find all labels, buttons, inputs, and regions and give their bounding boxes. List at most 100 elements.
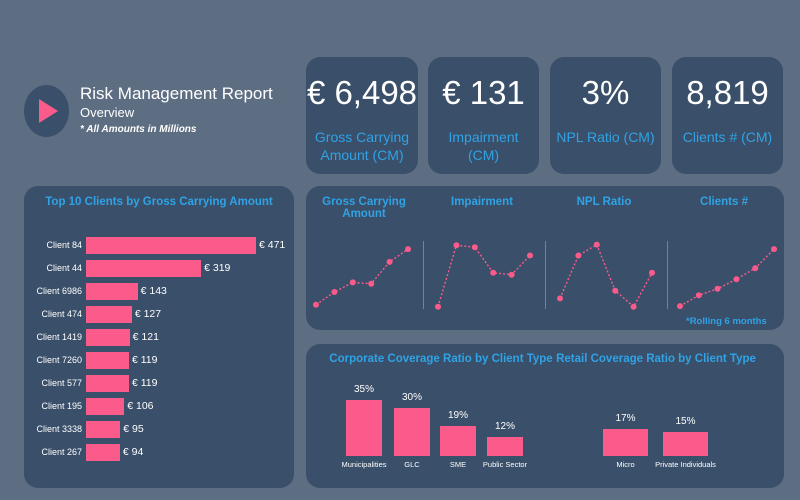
coverage-bar xyxy=(663,432,708,456)
kpi-value: 8,819 xyxy=(686,74,769,111)
report-logo xyxy=(24,85,69,137)
sparkline-point xyxy=(649,269,655,276)
sparkline-point xyxy=(405,246,411,253)
bar-value-label: € 319 xyxy=(204,262,231,274)
bar xyxy=(86,375,129,392)
bar-value-label: € 127 xyxy=(134,308,162,320)
sparkline-point xyxy=(368,280,375,287)
kpi-label: Impairment (CM) xyxy=(448,129,519,163)
sparkline-point xyxy=(575,252,582,259)
coverage-card: Corporate Coverage Ratio by Client Type … xyxy=(306,344,784,488)
bar-value-label: € 119 xyxy=(131,377,158,389)
sparkline-point xyxy=(331,289,338,295)
sparkline-point xyxy=(612,287,619,294)
bar-category-label: Client 195 xyxy=(41,401,82,411)
coverage-value-label: 35% xyxy=(353,384,374,395)
bar xyxy=(86,398,125,415)
coverage-category-label: Micro xyxy=(616,460,635,469)
sparkline-point xyxy=(453,242,460,249)
kpi-label: NPL Ratio (CM) xyxy=(556,129,655,145)
coverage-value-label: 12% xyxy=(494,420,515,432)
kpi-card-npl-ratio: 3% NPL Ratio (CM) xyxy=(550,57,661,174)
coverage-category-label: GLC xyxy=(404,460,420,469)
sparkline-point xyxy=(677,303,683,310)
trend-title-impairment: Impairment xyxy=(451,196,513,208)
bar-value-label: € 471 xyxy=(259,239,286,251)
sparkline-series-line xyxy=(437,244,531,307)
bar xyxy=(86,421,121,438)
retail-coverage-title: Retail Coverage Ratio by Client Type xyxy=(556,353,756,365)
kpi-label: Clients # (CM) xyxy=(682,129,773,145)
trend-divider xyxy=(423,241,424,309)
sparkline-point xyxy=(771,246,777,253)
trend-title-npl-ratio: NPL Ratio xyxy=(576,196,632,208)
coverage-bar xyxy=(440,425,476,456)
sparkline-point xyxy=(386,258,393,265)
bar-category-label: Client 1419 xyxy=(36,332,82,342)
coverage-value-label: 30% xyxy=(401,392,422,403)
bar xyxy=(86,352,129,369)
amounts-note: * All Amounts in Millions xyxy=(80,124,197,135)
trend-divider xyxy=(545,241,546,309)
rolling-note: *Rolling 6 months xyxy=(686,316,767,327)
bar-value-label: € 95 xyxy=(123,423,144,435)
coverage-value-label: 15% xyxy=(675,416,696,427)
coverage-category-label: Private Individuals xyxy=(655,460,716,469)
coverage-value-label: 17% xyxy=(615,412,636,424)
bar-value-label: € 106 xyxy=(127,400,154,412)
bar-category-label: Client 3338 xyxy=(36,424,82,434)
bar-value-label: € 121 xyxy=(132,331,159,343)
sparkline-point xyxy=(593,241,600,248)
sparkline-point xyxy=(435,303,441,310)
sparkline-point xyxy=(471,244,478,251)
bar xyxy=(86,237,256,254)
kpi-card-impairment: € 131 Impairment (CM) xyxy=(428,57,539,174)
trend-divider xyxy=(667,241,668,309)
bar-category-label: Client 84 xyxy=(46,240,82,250)
sparkline-point xyxy=(508,271,515,278)
sparkline-point xyxy=(490,269,497,276)
coverage-bar xyxy=(346,400,382,456)
trend-title-clients: Clients # xyxy=(700,196,748,208)
coverage-category-label: Municipalities xyxy=(341,460,387,469)
bar-category-label: Client 577 xyxy=(41,378,82,388)
kpi-value: € 6,498 xyxy=(306,74,418,111)
bar-category-label: Client 474 xyxy=(41,309,82,319)
sparkline-point xyxy=(752,265,759,272)
sparkline-point xyxy=(630,303,637,310)
bar-value-label: € 119 xyxy=(131,354,158,366)
bar xyxy=(86,260,202,277)
report-title: Risk Management Report xyxy=(80,84,273,103)
bar-category-label: Client 267 xyxy=(41,447,82,457)
sparkline-point xyxy=(313,301,319,308)
bar xyxy=(86,444,120,461)
trend-sparklines xyxy=(313,241,777,310)
coverage-value-label: 19% xyxy=(447,409,468,421)
coverage-bar xyxy=(394,408,430,456)
bar xyxy=(86,306,132,323)
bar-category-label: Client 44 xyxy=(46,263,82,273)
sparkline-point xyxy=(695,292,702,299)
bar-value-label: € 94 xyxy=(122,446,144,458)
sparkline-point xyxy=(349,279,356,286)
sparkline-series-line xyxy=(315,248,409,306)
sparkline-series-line xyxy=(679,248,775,307)
sparkline-point xyxy=(714,285,721,292)
coverage-category-label: SME xyxy=(449,460,467,469)
sparkline-series-line xyxy=(559,243,653,308)
top-clients-card: Top 10 Clients by Gross Carrying Amount … xyxy=(24,186,294,488)
corporate-coverage-title: Corporate Coverage Ratio by Client Type xyxy=(329,353,553,365)
coverage-bar xyxy=(487,436,523,456)
sparkline-point xyxy=(557,295,563,302)
bar xyxy=(86,329,130,346)
coverage-bar xyxy=(603,428,648,456)
coverage-category-label: Public Sector xyxy=(482,460,528,469)
play-triangle-icon xyxy=(39,99,58,123)
sparkline-point xyxy=(733,276,740,283)
top-clients-title: Top 10 Clients by Gross Carrying Amount xyxy=(45,196,273,208)
sparkline-point xyxy=(527,252,533,259)
kpi-value: 3% xyxy=(581,74,630,111)
bar xyxy=(86,283,138,300)
kpi-card-clients: 8,819 Clients # (CM) xyxy=(672,57,783,174)
bar-value-label: € 143 xyxy=(140,285,167,297)
